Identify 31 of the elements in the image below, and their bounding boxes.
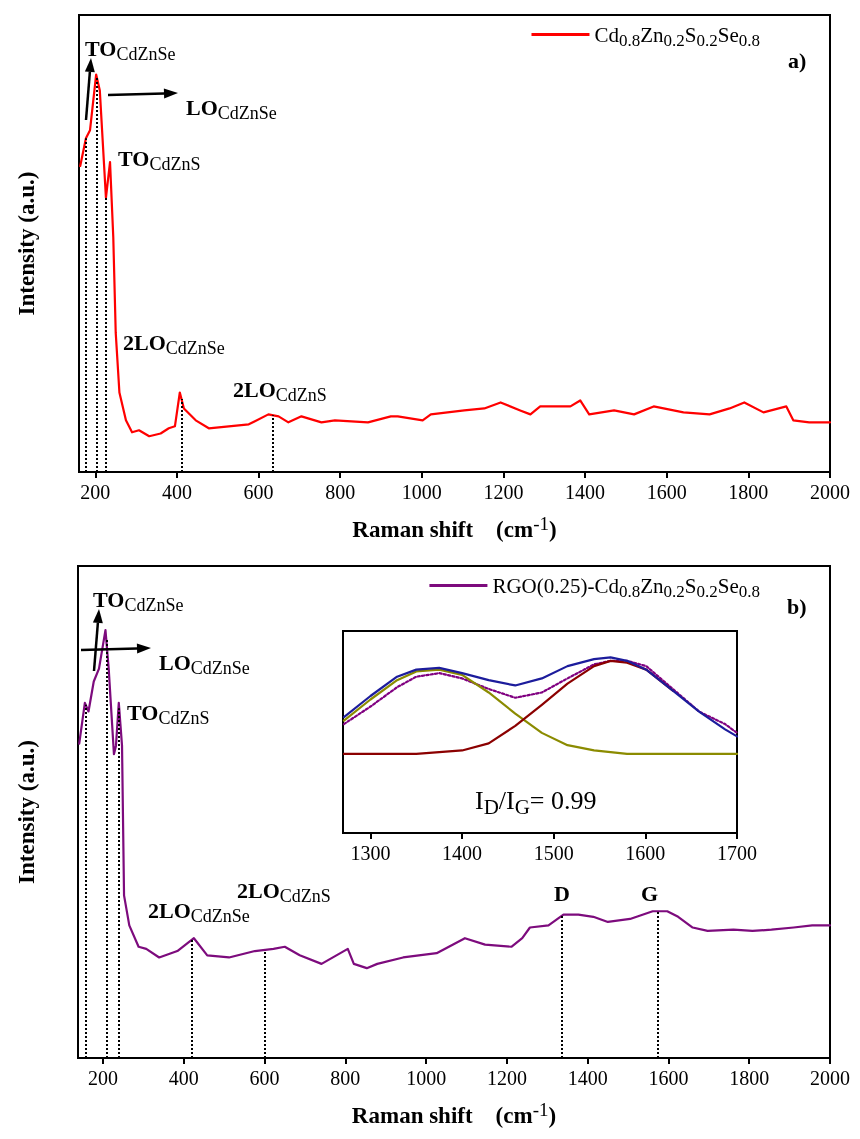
x-tick-label: 1400 <box>442 842 483 864</box>
x-tick-label: 400 <box>168 1067 199 1089</box>
x-tick-label: 400 <box>161 481 192 503</box>
x-tick-label: 1200 <box>486 1067 527 1089</box>
x-tick-label: 2000 <box>810 1067 850 1089</box>
x-tick-label: 600 <box>249 1067 280 1089</box>
x-tick-label: 600 <box>243 481 274 503</box>
annotation: D <box>554 880 570 906</box>
x-tick-label: 1400 <box>567 1067 608 1089</box>
text: a) <box>788 47 807 73</box>
y-axis-title: Intensity (a.u.) <box>13 740 39 884</box>
x-tick-label: 200 <box>80 481 111 503</box>
x-tick-label: 1600 <box>648 1067 689 1089</box>
x-tick-label: 1500 <box>533 842 574 864</box>
annotation: G <box>641 880 659 906</box>
x-tick-label: 200 <box>88 1067 119 1089</box>
x-tick-label: 1300 <box>350 842 391 864</box>
x-tick-label: 800 <box>330 1067 361 1089</box>
x-tick-label: 1400 <box>565 481 606 503</box>
x-tick-label: 2000 <box>810 481 850 503</box>
x-tick-label: 1000 <box>401 481 442 503</box>
text: b) <box>787 593 807 619</box>
x-tick-label: 1200 <box>483 481 524 503</box>
x-tick-label: 800 <box>325 481 356 503</box>
x-tick-label: 1600 <box>646 481 687 503</box>
x-tick-label: 1700 <box>717 842 757 864</box>
x-tick-label: 1800 <box>729 1067 770 1089</box>
x-tick-label: 1800 <box>728 481 769 503</box>
x-tick-label: 1000 <box>406 1067 447 1089</box>
x-tick-label: 1600 <box>625 842 666 864</box>
y-axis-title: Intensity (a.u.) <box>13 171 39 316</box>
